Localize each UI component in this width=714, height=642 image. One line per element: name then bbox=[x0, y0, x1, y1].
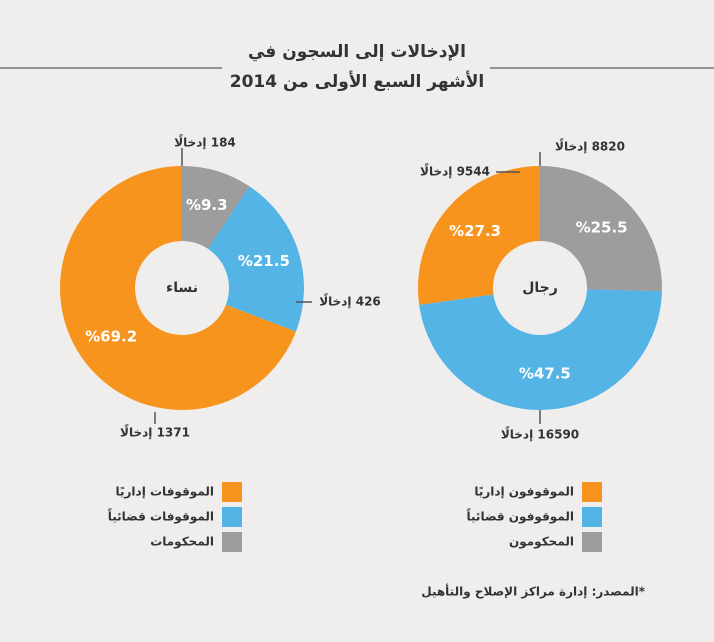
legend-swatch bbox=[222, 507, 242, 527]
slice bbox=[418, 166, 540, 305]
legend-label: الموقوفون إداريًا bbox=[474, 485, 574, 500]
legend-swatch bbox=[582, 507, 602, 527]
source: *المصدر: إدارة مراكز الإصلاح والتأهيل bbox=[421, 584, 645, 600]
slice bbox=[540, 166, 662, 292]
legend-swatch bbox=[582, 532, 602, 552]
value-label: %25.5 bbox=[576, 219, 628, 237]
legend-swatch bbox=[222, 532, 242, 552]
annotation: 16590 إدخالًا bbox=[501, 426, 579, 442]
title: الإدخالات إلى السجون في bbox=[248, 42, 466, 62]
value-label: %69.2 bbox=[85, 327, 137, 345]
value-label: %21.5 bbox=[238, 252, 290, 270]
annotation: 426 إدخالًا bbox=[319, 293, 381, 309]
value-label: %27.3 bbox=[449, 222, 501, 240]
center-label: رجال bbox=[522, 280, 558, 296]
annotation: 1371 إدخالًا bbox=[120, 424, 190, 440]
annotation: 9544 إدخالًا bbox=[420, 163, 490, 179]
legend-label: الموقوفات قضائياً bbox=[108, 508, 214, 525]
annotation: 184 إدخالًا bbox=[174, 134, 236, 150]
legend-label: المحكومات bbox=[150, 535, 214, 550]
slice bbox=[207, 186, 304, 332]
legend-swatch bbox=[582, 482, 602, 502]
slice bbox=[59, 166, 296, 410]
slice bbox=[419, 289, 662, 411]
value-label: %47.5 bbox=[519, 364, 571, 382]
legend-label: المحكومون bbox=[509, 535, 574, 550]
slice bbox=[182, 166, 250, 249]
title: الأشهر السبع الأولى من 2014 bbox=[230, 71, 485, 92]
value-label: %9.3 bbox=[186, 196, 228, 214]
center-label: نساء bbox=[166, 280, 198, 296]
legend-swatch bbox=[222, 482, 242, 502]
annotation: 8820 إدخالًا bbox=[555, 138, 625, 154]
legend-label: الموقوفات إداريًا bbox=[116, 485, 214, 500]
legend-label: الموقوفون قضائياً bbox=[467, 508, 574, 525]
